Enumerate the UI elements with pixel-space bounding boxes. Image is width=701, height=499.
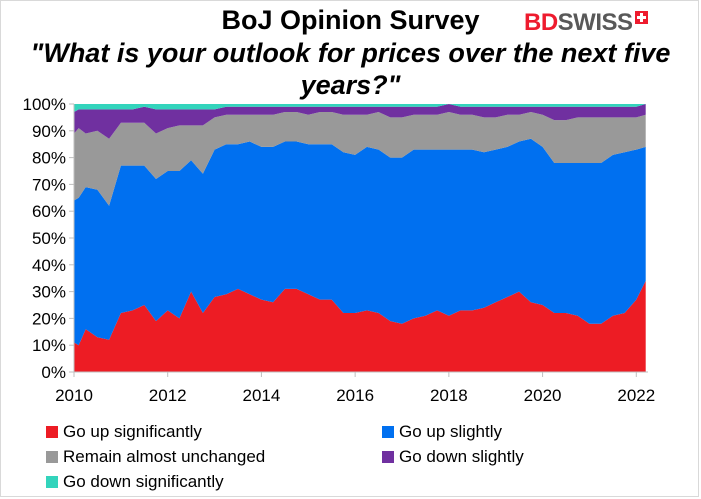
chart-legend: Go up significantly Go up slightly Remain … bbox=[46, 421, 686, 497]
y-tick-label: 50% bbox=[32, 229, 66, 248]
x-tick-label: 2016 bbox=[336, 386, 374, 405]
chart-subtitle: "What is your outlook for prices over th… bbox=[30, 38, 671, 100]
chart-title: BoJ Opinion Survey bbox=[221, 5, 480, 35]
logo-text-swiss: SWISS bbox=[557, 9, 633, 36]
y-tick-label: 60% bbox=[32, 202, 66, 221]
logo-text: BDSWISS bbox=[524, 8, 633, 38]
bdswiss-logo: BDSWISS bbox=[524, 8, 648, 38]
legend-item-remain-almost-unchanged: Remain almost unchanged bbox=[46, 446, 265, 468]
area-series-remain-almost-unchanged bbox=[74, 112, 646, 206]
legend-item-go-up-slightly: Go up slightly bbox=[382, 421, 502, 443]
x-tick-label: 2014 bbox=[243, 386, 281, 405]
y-tick-label: 10% bbox=[32, 336, 66, 355]
legend-label: Go up slightly bbox=[399, 422, 502, 441]
y-tick-label: 40% bbox=[32, 256, 66, 275]
y-tick-label: 90% bbox=[32, 122, 66, 141]
area-series-go-down-slightly bbox=[74, 104, 646, 139]
y-tick-label: 20% bbox=[32, 309, 66, 328]
area-series-go-up-significantly bbox=[74, 280, 646, 372]
legend-swatch bbox=[46, 426, 58, 438]
stacked-area-chart: 0% 10% 20% 30% 40% 50% 60% 70% 80% 90% 100% 2010 201… bbox=[23, 95, 656, 405]
legend-swatch bbox=[46, 451, 58, 463]
legend-item-go-down-slightly: Go down slightly bbox=[382, 446, 524, 468]
legend-item-go-up-significantly: Go up significantly bbox=[46, 421, 202, 443]
legend-label: Go down significantly bbox=[63, 472, 224, 491]
x-tick-label: 2018 bbox=[430, 386, 468, 405]
legend-label: Remain almost unchanged bbox=[63, 447, 266, 466]
legend-swatch bbox=[46, 476, 58, 488]
x-tick-label: 2020 bbox=[524, 386, 562, 405]
y-tick-label: 30% bbox=[32, 283, 66, 302]
y-tick-label: 0% bbox=[41, 363, 66, 382]
x-tick-label: 2022 bbox=[617, 386, 655, 405]
area-series-go-up-slightly bbox=[74, 138, 646, 346]
y-tick-label: 100% bbox=[23, 95, 66, 114]
x-tick-label: 2010 bbox=[55, 386, 93, 405]
swiss-cross-icon bbox=[634, 10, 648, 24]
x-tick-label: 2012 bbox=[149, 386, 187, 405]
legend-label: Go down slightly bbox=[399, 447, 524, 466]
y-tick-label: 70% bbox=[32, 175, 66, 194]
legend-label: Go up significantly bbox=[63, 422, 202, 441]
area-series-go-down-significantly bbox=[74, 104, 646, 112]
logo-text-bd: BD bbox=[524, 9, 558, 36]
y-tick-label: 80% bbox=[32, 149, 66, 168]
legend-swatch bbox=[382, 451, 394, 463]
legend-item-go-down-significantly: Go down significantly bbox=[46, 471, 224, 493]
legend-swatch bbox=[382, 426, 394, 438]
